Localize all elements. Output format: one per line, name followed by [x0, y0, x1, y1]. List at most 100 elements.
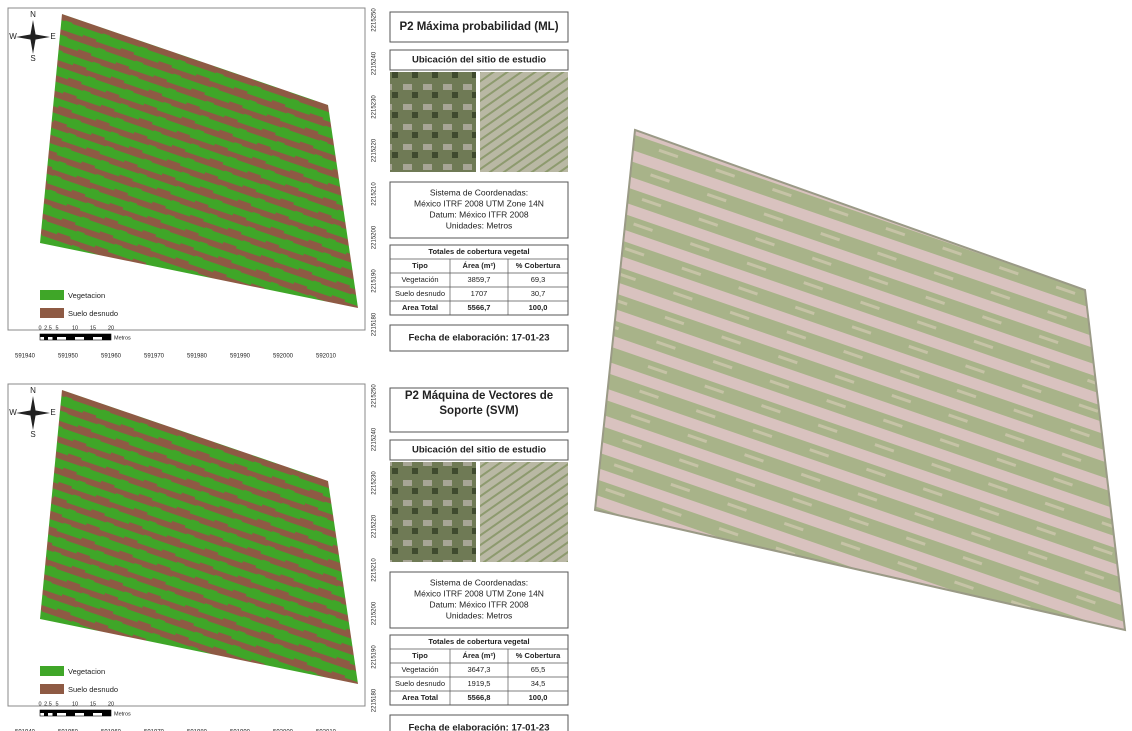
table-header: Tipo [412, 651, 428, 660]
y-coordinate-label: 2215200 [372, 601, 378, 625]
scale-segment [48, 334, 57, 337]
y-coordinate-label: 2215200 [372, 225, 378, 249]
x-coordinate-label: 591960 [101, 354, 122, 360]
table-cell: Vegetación [401, 275, 438, 284]
location-image [390, 72, 476, 172]
table-header: % Cobertura [516, 651, 561, 660]
location-image [390, 462, 476, 562]
scale-label: 5 [55, 701, 58, 707]
y-coordinate-label: 2215210 [372, 182, 378, 206]
table-header: % Cobertura [516, 261, 561, 270]
table-cell: 5566,7 [468, 303, 491, 312]
scale-segment [57, 334, 75, 337]
scale-label: 20 [108, 701, 114, 707]
table-cell: Area Total [402, 303, 438, 312]
x-coordinate-label: 591990 [230, 354, 251, 360]
y-coordinate-label: 2215180 [372, 688, 378, 712]
compass-w: W [9, 32, 17, 41]
compass-n: N [30, 386, 36, 395]
table-header: Área (m²) [463, 261, 496, 270]
table-cell: Area Total [402, 693, 438, 702]
scale-segment [66, 713, 75, 716]
y-coordinate-label: 2215180 [372, 312, 378, 336]
coordinate-info: Datum: México ITFR 2008 [429, 209, 528, 219]
table-cell: 1707 [471, 289, 488, 298]
scale-segment [57, 710, 75, 713]
scale-label: 0 [38, 701, 41, 707]
location-title: Ubicación del sitio de estudio [412, 445, 546, 456]
y-coordinate-label: 2215190 [372, 269, 378, 293]
x-coordinate-label: 591950 [58, 354, 79, 360]
scale-label: 15 [90, 701, 96, 707]
legend-label: Suelo desnudo [68, 685, 118, 694]
compass-e: E [50, 32, 55, 41]
table-cell: 65,5 [531, 665, 546, 674]
x-coordinate-label: 592010 [316, 354, 337, 360]
legend-swatch [40, 290, 64, 300]
scale-segment [84, 713, 93, 716]
legend-label: Vegetacion [68, 291, 105, 300]
scale-label: 15 [90, 325, 96, 331]
scale-segment [53, 713, 58, 716]
x-coordinate-label: 591970 [144, 354, 165, 360]
compass-w: W [9, 408, 17, 417]
x-coordinate-label: 591980 [187, 354, 208, 360]
legend-swatch [40, 308, 64, 318]
table-cell: Vegetación [401, 665, 438, 674]
scale-segment [66, 337, 75, 340]
y-coordinate-label: 2215250 [372, 8, 378, 32]
y-coordinate-label: 2215190 [372, 645, 378, 669]
table-header: Tipo [412, 261, 428, 270]
y-coordinate-label: 2215220 [372, 138, 378, 162]
coordinate-info: México ITRF 2008 UTM Zone 14N [414, 198, 544, 208]
table-cell: Suelo desnudo [395, 679, 445, 688]
legend-swatch [40, 666, 64, 676]
legend-label: Vegetacion [68, 667, 105, 676]
table-cell: 3647,3 [468, 665, 491, 674]
table-header: Área (m²) [463, 651, 496, 660]
scale-segment [102, 337, 111, 340]
y-coordinate-label: 2215250 [372, 384, 378, 408]
scale-unit: Metros [114, 711, 131, 717]
scale-label: 10 [72, 701, 78, 707]
location-image [480, 462, 568, 562]
table-caption: Totales de cobertura vegetal [428, 247, 529, 256]
compass-n: N [30, 10, 36, 19]
compass-e: E [50, 408, 55, 417]
table-cell: 69,3 [531, 275, 546, 284]
coordinate-info: Sistema de Coordenadas: [430, 187, 528, 197]
figure: NSWEVegetacionSuelo desnudo02.55101520Me… [0, 0, 1132, 731]
scale-label: 5 [55, 325, 58, 331]
legend-swatch [40, 684, 64, 694]
scale-segment [44, 337, 48, 340]
scale-segment [93, 334, 111, 337]
legend-label: Suelo desnudo [68, 309, 118, 318]
scale-segment [44, 713, 48, 716]
y-coordinate-label: 2215220 [372, 514, 378, 538]
scale-label: 10 [72, 325, 78, 331]
scale-segment [93, 710, 111, 713]
panels: NSWEVegetacionSuelo desnudo02.55101520Me… [8, 8, 568, 731]
panel-title: Soporte (SVM) [439, 405, 518, 417]
aerial-photo [595, 130, 1125, 630]
y-coordinate-label: 2215230 [372, 471, 378, 495]
x-coordinate-label: 591940 [15, 354, 36, 360]
x-coordinate-label: 592000 [273, 354, 294, 360]
scale-label: 0 [38, 325, 41, 331]
date: Fecha de elaboración: 17-01-23 [409, 333, 550, 344]
scale-unit: Metros [114, 335, 131, 341]
y-coordinate-label: 2215210 [372, 558, 378, 582]
scale-segment [102, 713, 111, 716]
table-cell: Suelo desnudo [395, 289, 445, 298]
compass-s: S [30, 54, 35, 63]
table-cell: 100,0 [529, 693, 548, 702]
scale-segment [40, 334, 48, 337]
scale-label: 2.5 [44, 325, 52, 331]
coordinate-info: Unidades: Metros [446, 610, 513, 620]
location-title: Ubicación del sitio de estudio [412, 55, 546, 66]
scale-label: 20 [108, 325, 114, 331]
scale-segment [75, 334, 93, 337]
coordinate-info: Sistema de Coordenadas: [430, 577, 528, 587]
compass-s: S [30, 430, 35, 439]
